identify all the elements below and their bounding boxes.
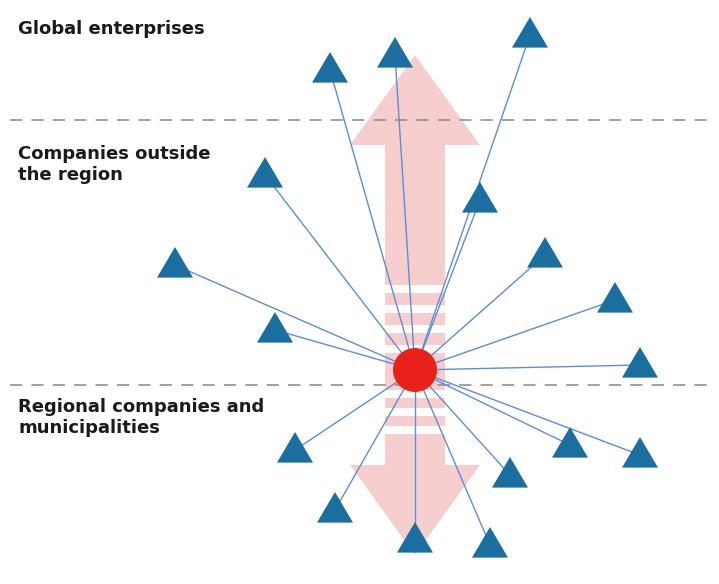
Polygon shape [622,347,658,378]
Polygon shape [492,457,528,488]
Polygon shape [377,37,413,68]
Polygon shape [350,370,480,555]
Polygon shape [317,492,353,523]
Polygon shape [597,282,633,312]
Polygon shape [277,432,313,463]
Text: Global enterprises: Global enterprises [18,20,205,38]
Polygon shape [350,55,480,370]
Bar [385,325,445,333]
Polygon shape [312,52,348,82]
Polygon shape [527,237,563,267]
Bar [385,305,445,313]
Bar [385,345,445,353]
Bar [385,285,445,293]
Polygon shape [257,312,293,343]
Polygon shape [472,527,508,558]
Bar [385,408,445,416]
Polygon shape [622,437,658,468]
Polygon shape [552,427,588,458]
Polygon shape [247,157,283,187]
Text: Regional companies and
municipalities: Regional companies and municipalities [18,398,265,437]
Polygon shape [397,522,433,552]
Polygon shape [462,182,498,213]
Polygon shape [157,247,193,277]
Bar [385,426,445,434]
Text: Companies outside
the region: Companies outside the region [18,145,211,184]
Polygon shape [512,17,548,48]
Circle shape [393,348,437,392]
Bar [385,390,445,398]
